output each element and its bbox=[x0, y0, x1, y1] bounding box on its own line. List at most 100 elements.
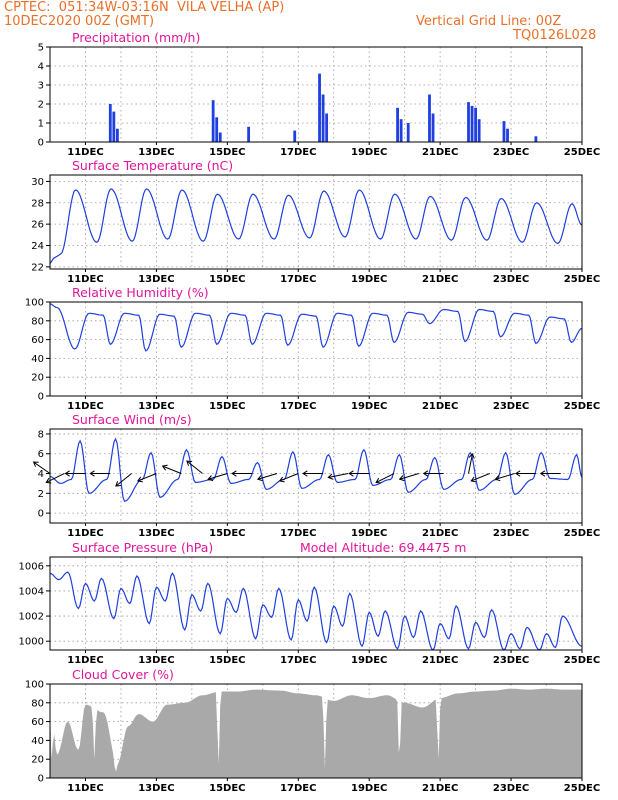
x-tick-label: 25DEC bbox=[564, 783, 600, 794]
wind-vector bbox=[137, 473, 157, 482]
x-tick-label: 11DEC bbox=[67, 528, 103, 539]
wind-vector-head bbox=[539, 470, 546, 477]
wind-vector-head bbox=[514, 470, 521, 477]
precip-bar bbox=[325, 113, 329, 142]
panel-title-temperature: Surface Temperature (nC) bbox=[72, 158, 233, 173]
x-tick-label: 17DEC bbox=[280, 401, 316, 412]
model-altitude-annotation: Model Altitude: 69.4475 m bbox=[300, 540, 466, 555]
y-tick-label: 20 bbox=[31, 373, 44, 384]
x-tick-label: 11DEC bbox=[67, 147, 103, 158]
y-tick-label: 0 bbox=[38, 509, 44, 520]
precip-bar bbox=[428, 94, 431, 142]
panel-title-pressure: Surface Pressure (hPa) bbox=[72, 540, 213, 555]
panel-frame bbox=[49, 556, 583, 651]
y-tick-label: 40 bbox=[31, 736, 44, 747]
x-tick-label: 21DEC bbox=[422, 147, 458, 158]
x-tick-label: 11DEC bbox=[67, 401, 103, 412]
panel-cloud-cover bbox=[46, 683, 583, 781]
x-tick-label: 21DEC bbox=[422, 655, 458, 666]
precip-bar bbox=[293, 130, 297, 142]
precip-bar bbox=[477, 119, 481, 142]
wind-vector-head bbox=[468, 452, 475, 459]
y-tick-label: 4 bbox=[38, 62, 44, 73]
x-tick-label: 15DEC bbox=[209, 401, 245, 412]
x-tick-label: 11DEC bbox=[67, 655, 103, 666]
panel-humidity bbox=[46, 301, 583, 399]
wind-vector bbox=[257, 473, 278, 480]
precip-bar bbox=[396, 107, 399, 142]
wind-vector bbox=[399, 473, 419, 480]
x-tick-label: 21DEC bbox=[422, 401, 458, 412]
panel-frame bbox=[49, 683, 583, 779]
x-tick-label: 23DEC bbox=[493, 528, 529, 539]
precip-bar bbox=[406, 123, 410, 142]
panel-frame bbox=[49, 174, 583, 270]
wind-vector bbox=[208, 473, 228, 480]
y-tick-label: 100 bbox=[25, 680, 44, 691]
y-tick-label: 5 bbox=[38, 43, 44, 54]
y-tick-label: 4 bbox=[38, 469, 44, 480]
precip-bar bbox=[470, 105, 474, 142]
y-tick-label: 30 bbox=[31, 177, 44, 188]
wind-vector-head bbox=[207, 475, 214, 482]
x-tick-label: 25DEC bbox=[564, 655, 600, 666]
x-tick-label: 17DEC bbox=[280, 274, 316, 285]
x-tick-label: 13DEC bbox=[138, 655, 174, 666]
wind-vector-head bbox=[398, 475, 405, 482]
y-tick-label: 40 bbox=[31, 354, 44, 365]
x-tick-label: 23DEC bbox=[493, 655, 529, 666]
x-tick-label: 25DEC bbox=[564, 274, 600, 285]
precip-bar bbox=[502, 121, 506, 142]
y-tick-label: 28 bbox=[31, 198, 44, 209]
precip-bar bbox=[115, 128, 119, 142]
wind-vector bbox=[495, 473, 515, 480]
x-tick-label: 19DEC bbox=[351, 783, 387, 794]
x-tick-label: 21DEC bbox=[422, 783, 458, 794]
wind-vector bbox=[471, 473, 490, 482]
panel-precipitation bbox=[46, 46, 583, 145]
y-tick-label: 0 bbox=[38, 774, 44, 785]
x-tick-label: 25DEC bbox=[564, 401, 600, 412]
panel-frame bbox=[49, 301, 583, 397]
y-tick-label: 24 bbox=[31, 241, 44, 252]
precip-bar bbox=[215, 117, 219, 142]
wind-vector-head bbox=[470, 476, 477, 483]
wind-vector-head bbox=[115, 481, 121, 487]
x-tick-label: 15DEC bbox=[209, 655, 245, 666]
y-tick-label: 1000 bbox=[19, 637, 44, 648]
x-tick-label: 15DEC bbox=[209, 147, 245, 158]
wind-vector-head bbox=[89, 470, 95, 477]
x-tick-label: 13DEC bbox=[138, 783, 174, 794]
precip-bar bbox=[474, 107, 477, 142]
precip-bar bbox=[534, 136, 538, 142]
header-date: 10DEC2020 00Z (GMT) bbox=[4, 14, 155, 29]
y-tick-label: 1002 bbox=[19, 612, 44, 623]
wind-vector-head bbox=[348, 470, 354, 477]
wind-vector bbox=[468, 453, 473, 474]
x-tick-label: 19DEC bbox=[351, 655, 387, 666]
x-tick-label: 19DEC bbox=[351, 528, 387, 539]
header-grid-note: Vertical Grid Line: 00Z bbox=[416, 14, 562, 29]
wind-vector-head bbox=[231, 470, 237, 477]
x-tick-label: 15DEC bbox=[209, 783, 245, 794]
series-line-pressure bbox=[50, 571, 582, 650]
header-model-id: TQ0126L028 bbox=[513, 28, 597, 43]
panel-title-wind: Surface Wind (m/s) bbox=[72, 412, 192, 427]
precip-bar bbox=[506, 128, 509, 142]
precip-bar bbox=[247, 126, 251, 142]
panel-title-cloud-cover: Cloud Cover (%) bbox=[72, 667, 174, 682]
y-tick-label: 1 bbox=[38, 119, 44, 130]
series-line-humidity bbox=[50, 303, 582, 352]
x-tick-label: 15DEC bbox=[209, 274, 245, 285]
x-tick-label: 11DEC bbox=[67, 783, 103, 794]
x-tick-label: 23DEC bbox=[493, 274, 529, 285]
x-tick-label: 17DEC bbox=[280, 655, 316, 666]
x-tick-label: 19DEC bbox=[351, 147, 387, 158]
series-line-wind bbox=[50, 437, 582, 502]
x-tick-label: 23DEC bbox=[493, 783, 529, 794]
y-tick-label: 6 bbox=[38, 449, 44, 460]
x-tick-label: 13DEC bbox=[138, 147, 174, 158]
wind-vector-head bbox=[256, 475, 263, 482]
wind-vector-head bbox=[327, 473, 334, 480]
wind-vector-head bbox=[375, 477, 382, 484]
